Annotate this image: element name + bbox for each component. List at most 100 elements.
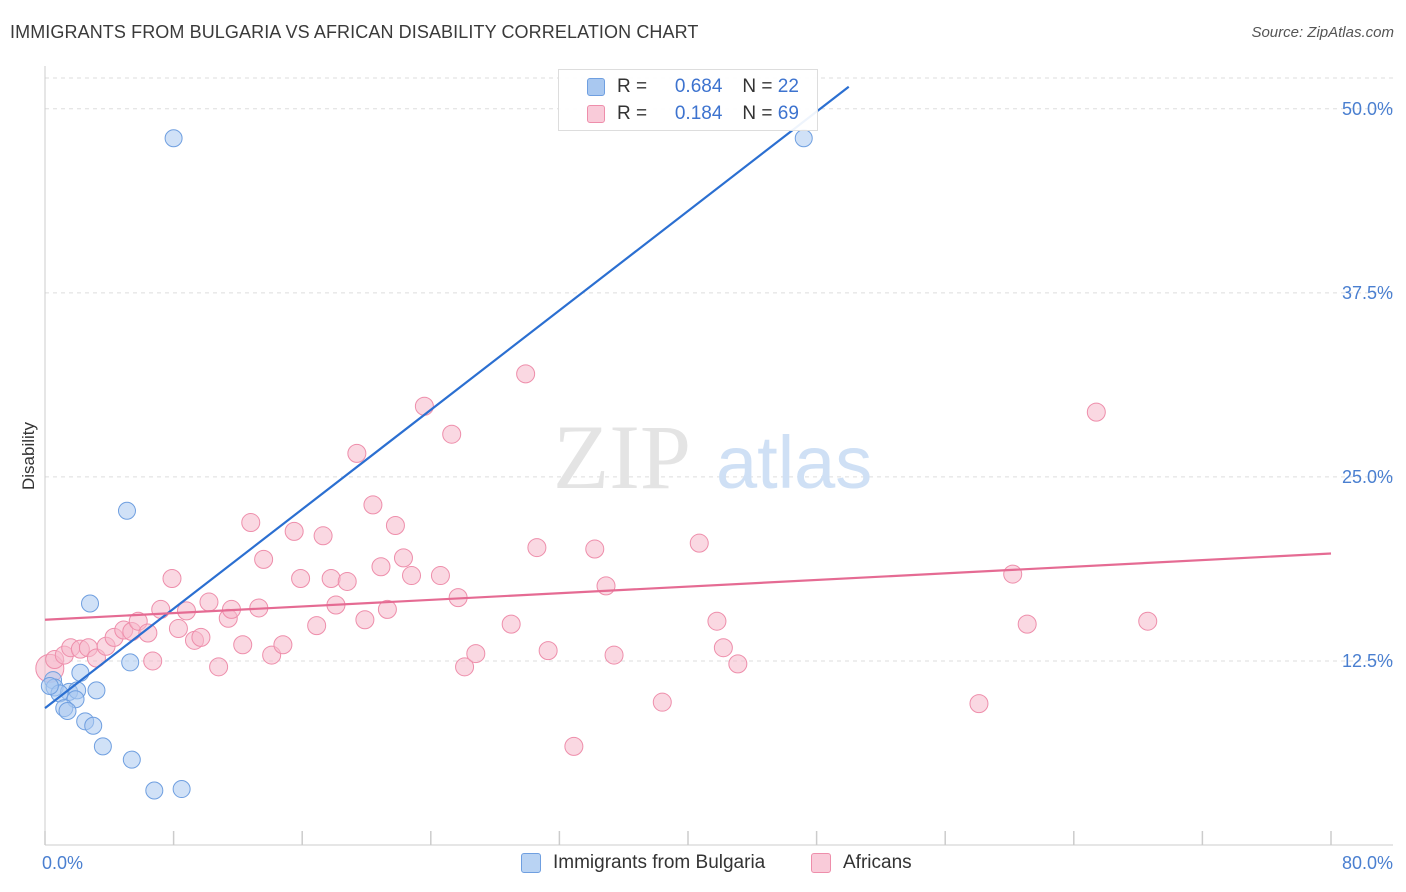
point-africans (564, 736, 584, 756)
x-tick-label-max: 80.0% (1342, 853, 1393, 873)
point-bulgaria (71, 663, 90, 682)
trend-line-africans (44, 552, 1332, 621)
legend-item-africans: Africans (811, 852, 912, 874)
point-africans (168, 619, 188, 639)
point-bulgaria (81, 594, 100, 613)
point-africans (707, 611, 727, 631)
legend-n-label: N = (742, 76, 773, 97)
watermark: ZIP atlas (553, 406, 872, 508)
legend-r-label: R = (617, 103, 648, 124)
point-africans (466, 644, 486, 664)
point-bulgaria (40, 676, 59, 695)
point-africans (363, 495, 383, 515)
legend-swatch-bulgaria (587, 78, 605, 96)
point-africans (402, 566, 422, 586)
legend-swatch-africans (811, 853, 831, 873)
point-africans (233, 635, 253, 655)
point-africans (291, 568, 311, 588)
legend-r-value-bulgaria: 0.684 (674, 76, 723, 97)
legend-n-label: N = (742, 103, 773, 124)
x-tick-label-min: 0.0% (42, 853, 83, 873)
point-africans (969, 694, 989, 714)
bulgaria-points (40, 129, 813, 800)
point-africans (585, 539, 605, 559)
point-africans (273, 635, 293, 655)
point-africans (284, 521, 304, 541)
source-label: Source: ZipAtlas.com (1251, 24, 1394, 41)
point-africans (191, 627, 211, 647)
point-africans (604, 645, 624, 665)
correlation-legend: R = 0.684 N = 22 R = 0.184 N = 69 (558, 69, 818, 131)
point-africans (371, 557, 391, 577)
point-bulgaria (145, 781, 164, 800)
legend-r-label: R = (617, 76, 648, 97)
grid-lines (45, 77, 1393, 662)
legend-label-africans: Africans (843, 852, 912, 873)
point-africans (241, 513, 261, 533)
point-africans (199, 592, 219, 612)
trend-lines (44, 85, 1332, 709)
trend-line-bulgaria (44, 85, 850, 709)
legend-item-bulgaria: Immigrants from Bulgaria (521, 852, 765, 874)
point-africans (728, 654, 748, 674)
watermark-atlas: atlas (716, 421, 872, 504)
point-africans (713, 638, 733, 658)
point-africans (689, 533, 709, 553)
point-africans (538, 641, 558, 661)
point-africans (151, 599, 171, 619)
point-africans (143, 651, 163, 671)
chart-title: IMMIGRANTS FROM BULGARIA VS AFRICAN DISA… (10, 22, 699, 42)
legend-n-value-africans: 69 (777, 103, 799, 124)
watermark-zip: ZIP (553, 406, 691, 508)
legend-label-bulgaria: Immigrants from Bulgaria (553, 852, 766, 873)
point-africans (307, 616, 327, 636)
legend-swatch-bulgaria (521, 853, 541, 873)
tick-labels: 12.5% 25.0% 37.5% 50.0% 0.0% 80.0% (42, 99, 1393, 873)
point-africans (385, 515, 405, 535)
point-bulgaria (87, 681, 106, 700)
axes (44, 66, 1393, 846)
point-bulgaria (794, 129, 813, 148)
point-africans (652, 692, 672, 712)
point-africans (1138, 611, 1158, 631)
y-tick-label: 25.0% (1342, 467, 1393, 487)
point-africans (347, 443, 367, 463)
point-africans (527, 538, 547, 558)
point-africans (337, 571, 357, 591)
point-africans (313, 526, 333, 546)
y-tick-label: 37.5% (1342, 283, 1393, 303)
point-africans (516, 364, 536, 384)
y-tick-label: 50.0% (1342, 99, 1393, 119)
point-africans (321, 568, 341, 588)
point-africans (501, 614, 521, 634)
y-tick-label: 12.5% (1342, 651, 1393, 671)
point-bulgaria (122, 750, 141, 769)
series-legend: Immigrants from Bulgaria Africans (0, 852, 1406, 878)
point-bulgaria (93, 737, 112, 756)
point-bulgaria (121, 653, 140, 672)
point-bulgaria (58, 702, 77, 721)
point-africans (442, 424, 462, 444)
point-africans (254, 549, 274, 569)
point-africans (138, 623, 158, 643)
legend-swatch-africans (587, 105, 605, 123)
y-axis-label: Disability (19, 421, 38, 490)
legend-r-value-africans: 0.184 (674, 103, 723, 124)
point-africans (393, 548, 413, 568)
legend-row-africans: R = 0.184 N = 69 (587, 102, 799, 126)
point-africans (414, 396, 434, 416)
point-africans (377, 599, 397, 619)
point-bulgaria (84, 716, 103, 735)
point-africans (1017, 614, 1037, 634)
point-africans (1086, 402, 1106, 422)
point-bulgaria (172, 780, 191, 799)
point-africans (209, 657, 229, 677)
point-bulgaria (164, 129, 183, 148)
point-africans (1003, 564, 1023, 584)
point-africans (162, 568, 182, 588)
legend-n-value-bulgaria: 22 (777, 76, 799, 97)
point-bulgaria (117, 501, 136, 520)
point-africans (455, 657, 475, 677)
point-africans (430, 566, 450, 586)
